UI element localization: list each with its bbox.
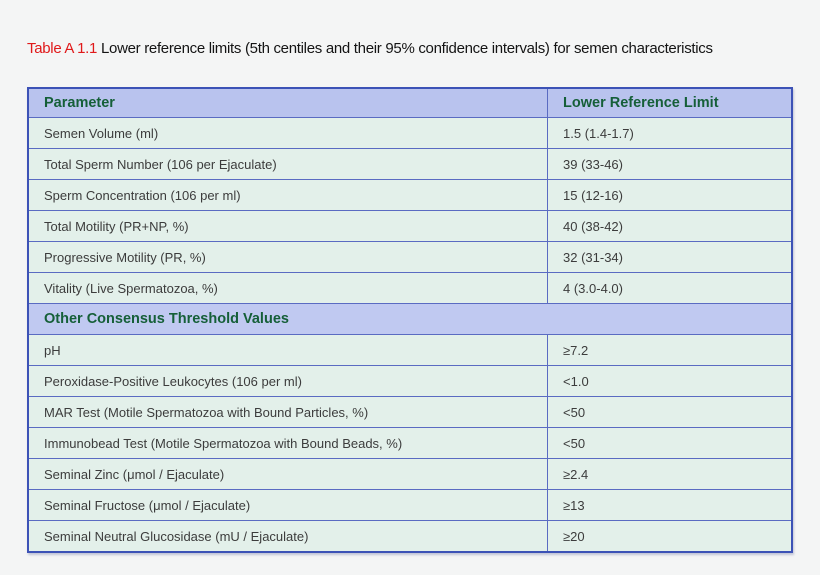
table-caption: Table A 1.1 Lower reference limits (5th … <box>27 40 713 58</box>
column-header-lower-reference-limit: Lower Reference Limit <box>547 87 793 118</box>
table-row: Total Motility (PR+NP, %) 40 (38-42) <box>27 210 793 242</box>
table-row: Seminal Zinc (μmol / Ejaculate) ≥2.4 <box>27 458 793 490</box>
value-cell: <50 <box>547 427 793 459</box>
header-row: Parameter Lower Reference Limit <box>27 87 793 118</box>
parameter-cell: Seminal Fructose (μmol / Ejaculate) <box>27 489 549 521</box>
section-header-cell: Other Consensus Threshold Values <box>27 303 793 335</box>
table-caption-number: Table A 1.1 <box>27 40 98 57</box>
column-header-parameter: Parameter <box>27 87 549 118</box>
value-cell: ≥2.4 <box>547 458 793 490</box>
value-cell: 32 (31-34) <box>547 241 793 273</box>
parameter-cell: Seminal Neutral Glucosidase (mU / Ejacul… <box>27 520 549 553</box>
parameter-cell: pH <box>27 334 549 366</box>
parameter-cell: Peroxidase-Positive Leukocytes (106 per … <box>27 365 549 397</box>
table-row: MAR Test (Motile Spermatozoa with Bound … <box>27 396 793 428</box>
value-cell: 4 (3.0-4.0) <box>547 272 793 304</box>
parameter-cell: Sperm Concentration (106 per ml) <box>27 179 549 211</box>
value-cell: ≥7.2 <box>547 334 793 366</box>
value-cell: 40 (38-42) <box>547 210 793 242</box>
table-row: Total Sperm Number (106 per Ejaculate) 3… <box>27 148 793 180</box>
value-cell: <50 <box>547 396 793 428</box>
table-row: Sperm Concentration (106 per ml) 15 (12-… <box>27 179 793 211</box>
parameter-cell: Total Motility (PR+NP, %) <box>27 210 549 242</box>
parameter-cell: Total Sperm Number (106 per Ejaculate) <box>27 148 549 180</box>
table-row: Vitality (Live Spermatozoa, %) 4 (3.0-4.… <box>27 272 793 304</box>
table-row: Seminal Fructose (μmol / Ejaculate) ≥13 <box>27 489 793 521</box>
parameter-cell: Semen Volume (ml) <box>27 117 549 149</box>
value-cell: ≥13 <box>547 489 793 521</box>
table-row: Peroxidase-Positive Leukocytes (106 per … <box>27 365 793 397</box>
parameter-cell: Immunobead Test (Motile Spermatozoa with… <box>27 427 549 459</box>
table-row: Seminal Neutral Glucosidase (mU / Ejacul… <box>27 520 793 553</box>
value-cell: 15 (12-16) <box>547 179 793 211</box>
parameter-cell: Progressive Motility (PR, %) <box>27 241 549 273</box>
value-cell: 39 (33-46) <box>547 148 793 180</box>
reference-limits-table: Parameter Lower Reference Limit Semen Vo… <box>27 87 793 553</box>
table-caption-text: Lower reference limits (5th centiles and… <box>100 40 713 57</box>
parameter-cell: Seminal Zinc (μmol / Ejaculate) <box>27 458 549 490</box>
table-row: pH ≥7.2 <box>27 334 793 366</box>
table-row: Immunobead Test (Motile Spermatozoa with… <box>27 427 793 459</box>
parameter-cell: Vitality (Live Spermatozoa, %) <box>27 272 549 304</box>
value-cell: 1.5 (1.4-1.7) <box>547 117 793 149</box>
value-cell: <1.0 <box>547 365 793 397</box>
table-row: Progressive Motility (PR, %) 32 (31-34) <box>27 241 793 273</box>
table-row: Semen Volume (ml) 1.5 (1.4-1.7) <box>27 117 793 149</box>
value-cell: ≥20 <box>547 520 793 553</box>
section-header-row: Other Consensus Threshold Values <box>27 303 793 335</box>
parameter-cell: MAR Test (Motile Spermatozoa with Bound … <box>27 396 549 428</box>
